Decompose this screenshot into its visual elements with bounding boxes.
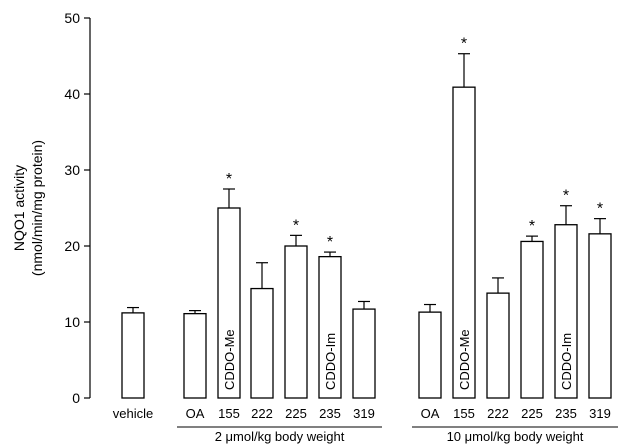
y-axis-ticks: 0 10 20 30 40 50 [64, 10, 90, 406]
x-tick-label: 225 [521, 406, 543, 421]
bar-inner-label: CDDO-Im [323, 333, 338, 390]
bar [588, 233, 612, 399]
y-tick-label: 0 [72, 390, 80, 406]
significance-marker: * [461, 36, 467, 53]
x-tick-label: 222 [251, 406, 273, 421]
plot-area: 0 10 20 30 40 50 * CDDO-Me * * CDDO-Im * CDDO-Me * * C… [64, 10, 618, 444]
y-axis-label-line1: NQO1 activity [11, 165, 27, 251]
bar [486, 292, 510, 399]
y-tick-label: 50 [64, 10, 80, 26]
significance-marker: * [293, 217, 299, 234]
x-tick-label: OA [186, 406, 205, 421]
group-label: 2 μmol/kg body weight [215, 429, 345, 444]
y-tick-label: 20 [64, 238, 80, 254]
bar [418, 311, 442, 399]
x-tick-label: 155 [453, 406, 475, 421]
y-tick-label: 10 [64, 314, 80, 330]
bar [520, 240, 544, 399]
bar [121, 312, 145, 399]
x-tick-label: vehicle [113, 406, 153, 421]
group-label: 10 μmol/kg body weight [447, 429, 584, 444]
bars: * CDDO-Me * * CDDO-Im * CDDO-Me * * CDDO-Im * [121, 36, 612, 399]
bar-inner-label: CDDO-Me [222, 329, 237, 390]
significance-marker: * [226, 171, 232, 188]
bar [352, 308, 376, 399]
bar [284, 245, 308, 399]
bar-inner-label: CDDO-Me [457, 329, 472, 390]
x-tick-label: 319 [589, 406, 611, 421]
x-tick-label: OA [421, 406, 440, 421]
y-axis-label-line2: (nmol/min/mg protein) [29, 140, 45, 276]
bar-inner-label: CDDO-Im [559, 333, 574, 390]
significance-marker: * [529, 218, 535, 235]
significance-marker: * [563, 188, 569, 205]
significance-marker: * [327, 234, 333, 251]
bar [250, 287, 274, 399]
x-tick-label: 222 [487, 406, 509, 421]
x-tick-label: 235 [319, 406, 341, 421]
y-tick-label: 30 [64, 162, 80, 178]
significance-marker: * [597, 201, 603, 218]
x-tick-label: 225 [285, 406, 307, 421]
group-labels: 2 μmol/kg body weight 10 μmol/kg body wei… [177, 426, 618, 444]
x-tick-label: 155 [218, 406, 240, 421]
x-tick-labels: vehicle OA 155 222 225 235 319 OA 155 222 225 235 31… [113, 406, 611, 421]
x-tick-label: 235 [555, 406, 577, 421]
x-tick-label: 319 [353, 406, 375, 421]
bar [183, 312, 207, 399]
y-tick-label: 40 [64, 86, 80, 102]
